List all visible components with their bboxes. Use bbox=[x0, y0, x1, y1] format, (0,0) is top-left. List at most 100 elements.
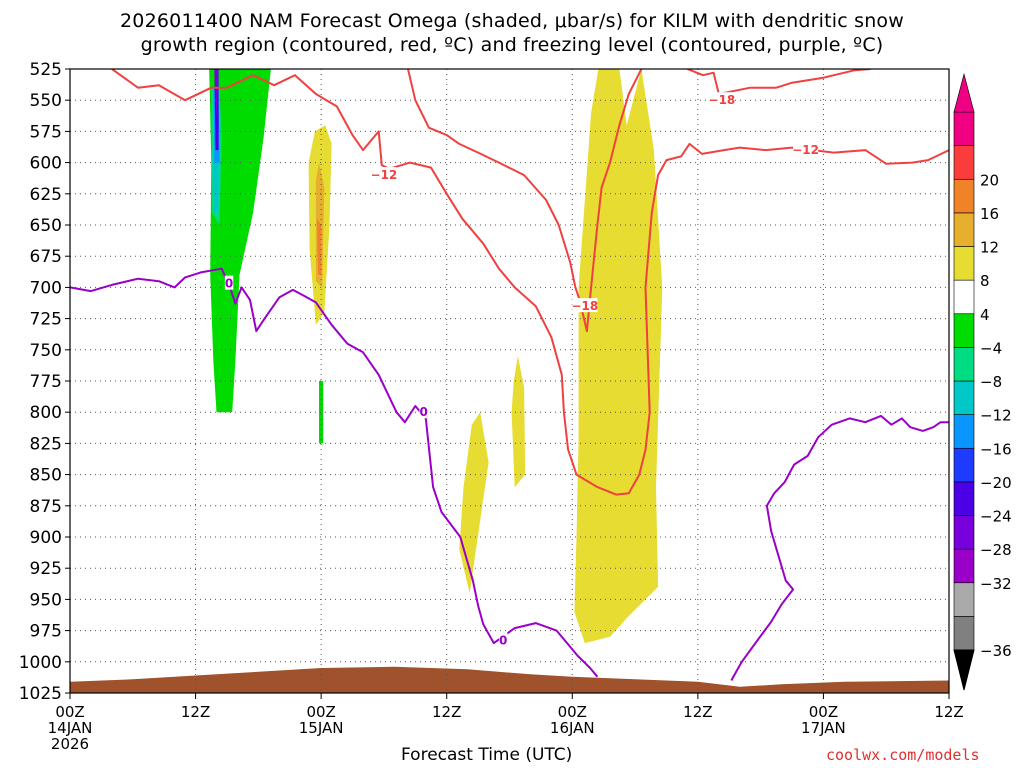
colorbar-bin-13 bbox=[953, 178, 975, 214]
y-tick-label-725: 725 bbox=[30, 310, 62, 330]
x-tick-label-0-2: 14JAN bbox=[48, 719, 93, 737]
y-tick-label-525: 525 bbox=[30, 60, 62, 80]
x-tick-label-24-1: 00Z bbox=[306, 703, 335, 721]
y-tick-label-975: 975 bbox=[30, 622, 62, 642]
omega-shaded-regions bbox=[209, 69, 663, 644]
y-tick-label-625: 625 bbox=[30, 185, 62, 205]
colorbar-label-6: −16 bbox=[980, 440, 1012, 458]
isotherm-label-bg-3 bbox=[709, 92, 735, 107]
omega-region-1 bbox=[319, 381, 324, 444]
isotherm-label-bg-2 bbox=[572, 298, 598, 313]
colorbar-bin-11 bbox=[953, 246, 975, 281]
colorbar: −36 −32 −28 −24 −20 −16 −12 −8 −4 4 8 12 16 20 bbox=[953, 72, 1012, 691]
colorbar-bin-4 bbox=[953, 481, 975, 516]
y-tick-label-825: 825 bbox=[30, 434, 62, 454]
colorbar-max-arrow bbox=[953, 72, 975, 113]
colorbar-bin-3 bbox=[953, 515, 975, 550]
y-tick-label-575: 575 bbox=[30, 122, 62, 142]
x-tick-label-84-1: 12Z bbox=[934, 703, 963, 721]
y-tick-label-900: 900 bbox=[30, 528, 62, 548]
colorbar-bin-0 bbox=[953, 616, 975, 651]
y-tick-label-875: 875 bbox=[30, 497, 62, 517]
colorbar-bin-10 bbox=[953, 279, 975, 315]
colorbar-label-3: −28 bbox=[980, 541, 1012, 559]
freezing-level-label-2: 0 bbox=[499, 634, 507, 648]
freezing-level-label-1: 0 bbox=[420, 405, 428, 419]
omega-region-8 bbox=[459, 412, 489, 594]
colorbar-bin-7 bbox=[953, 380, 975, 415]
omega-region-12 bbox=[317, 218, 322, 275]
x-tick-label-0-3: 2026 bbox=[51, 735, 89, 753]
x-tick-label-72-2: 17JAN bbox=[801, 719, 846, 737]
terrain-layer bbox=[70, 666, 949, 693]
isotherm-label-0: −12 bbox=[371, 168, 398, 182]
x-tick-label-48-2: 16JAN bbox=[550, 719, 595, 737]
isotherm--12-0 bbox=[111, 69, 949, 496]
terrain-fill bbox=[70, 666, 949, 693]
freezing-level-label-0: 0 bbox=[225, 277, 233, 291]
y-tick-label-600: 600 bbox=[30, 154, 62, 174]
y-tick-label-550: 550 bbox=[30, 91, 62, 111]
credit-link[interactable]: coolwx.com/models bbox=[826, 746, 980, 764]
y-tick-label-1025: 1025 bbox=[19, 684, 62, 704]
x-tick-label-48-1: 00Z bbox=[558, 703, 587, 721]
colorbar-label-4: −24 bbox=[980, 508, 1012, 526]
x-tick-label-60-1: 12Z bbox=[683, 703, 712, 721]
freezing-level-contours bbox=[70, 267, 949, 681]
colorbar-label-8: −8 bbox=[980, 373, 1002, 391]
y-tick-label-775: 775 bbox=[30, 372, 62, 392]
colorbar-label-0: −36 bbox=[980, 642, 1012, 660]
colorbar-label-14: 20 bbox=[980, 171, 999, 189]
y-tick-label-700: 700 bbox=[30, 278, 62, 298]
isotherm-label-2: −18 bbox=[571, 299, 598, 313]
chart-title-line-1: 2026011400 NAM Forecast Omega (shaded, μ… bbox=[120, 10, 904, 32]
contour-labels: −12 −12 −18 −18 0 0 0 bbox=[224, 92, 819, 648]
grid-lines bbox=[70, 69, 949, 693]
y-tick-label-850: 850 bbox=[30, 466, 62, 486]
x-tick-label-12-1: 12Z bbox=[181, 703, 210, 721]
colorbar-bin-2 bbox=[953, 548, 975, 584]
freezing-level-label-bg-1 bbox=[419, 404, 428, 419]
colorbar-bin-12 bbox=[953, 212, 975, 247]
colorbar-label-9: −4 bbox=[980, 339, 1002, 357]
chart-title-line-2: growth region (contoured, red, ºC) and f… bbox=[140, 34, 884, 56]
colorbar-bin-9 bbox=[953, 313, 975, 348]
isotherm-label-bg-1 bbox=[793, 142, 819, 157]
colorbar-bin-5 bbox=[953, 447, 975, 483]
colorbar-label-7: −12 bbox=[980, 407, 1012, 425]
y-tick-label-750: 750 bbox=[30, 341, 62, 361]
dendritic-isotherm-contours bbox=[111, 69, 949, 496]
colorbar-label-2: −32 bbox=[980, 575, 1012, 593]
omega-region-6 bbox=[214, 69, 219, 119]
isotherm--18-1 bbox=[407, 69, 643, 333]
x-tick-label-36-1: 12Z bbox=[432, 703, 461, 721]
colorbar-bin-8 bbox=[953, 347, 975, 382]
omega-region-3 bbox=[212, 150, 219, 213]
x-axis-title: Forecast Time (UTC) bbox=[401, 745, 573, 765]
colorbar-bin-14 bbox=[953, 145, 975, 180]
colorbar-min-arrow bbox=[953, 649, 975, 691]
colorbar-bin-15 bbox=[953, 111, 975, 146]
y-tick-label-1000: 1000 bbox=[19, 653, 62, 673]
freezing-level-label-bg-0 bbox=[224, 275, 234, 290]
x-tick-label-24-2: 15JAN bbox=[299, 719, 344, 737]
colorbar-label-12: 12 bbox=[980, 239, 999, 257]
y-tick-label-675: 675 bbox=[30, 247, 62, 267]
omega-region-10 bbox=[574, 69, 663, 644]
isotherm-label-bg-0 bbox=[371, 167, 397, 182]
colorbar-label-13: 16 bbox=[980, 205, 999, 223]
colorbar-label-11: 8 bbox=[980, 272, 990, 290]
isotherm-label-3: −18 bbox=[709, 93, 736, 107]
freezing-level-1 bbox=[730, 414, 949, 681]
omega-region-9 bbox=[511, 356, 526, 488]
y-tick-label-925: 925 bbox=[30, 559, 62, 579]
y-axis: 525 550 575 600 625 650 675 700 725 750 775 800 825 8… bbox=[19, 60, 70, 704]
plot-frame bbox=[69, 68, 950, 694]
x-tick-label-72-1: 00Z bbox=[809, 703, 838, 721]
x-tick-label-0-1: 00Z bbox=[55, 703, 84, 721]
y-tick-label-950: 950 bbox=[30, 590, 62, 610]
colorbar-label-5: −20 bbox=[980, 474, 1012, 492]
y-tick-label-800: 800 bbox=[30, 403, 62, 423]
